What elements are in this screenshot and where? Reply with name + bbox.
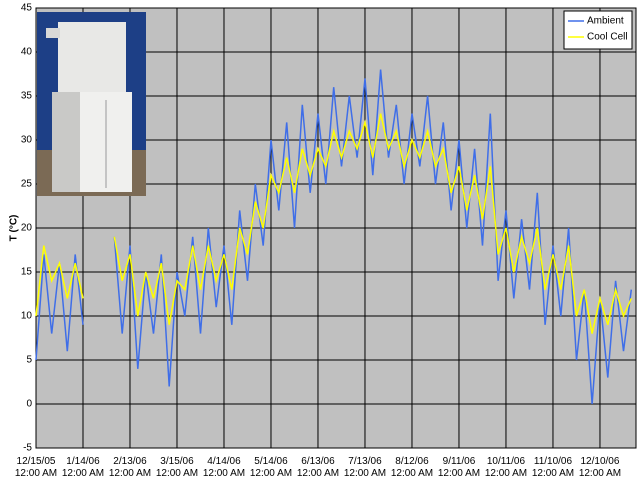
y-axis-label: T (°C): [9, 215, 20, 242]
x-tick-label: 9/11/06 12:00 AM: [434, 456, 484, 480]
x-tick-label: 4/14/06 12:00 AM: [199, 456, 249, 480]
x-tick-label: 11/10/06 12:00 AM: [528, 456, 578, 480]
y-tick-label: 35: [21, 91, 33, 102]
x-tick-label: 5/14/06 12:00 AM: [246, 456, 296, 480]
x-tick-label: 8/12/06 12:00 AM: [387, 456, 437, 480]
y-tick-label: 30: [21, 135, 33, 146]
y-tick-label: 40: [21, 47, 33, 58]
x-tick-label: 12/15/05 12:00 AM: [11, 456, 61, 480]
y-tick-label: 5: [26, 355, 32, 366]
x-tick-label: 10/11/06 12:00 AM: [481, 456, 531, 480]
x-tick-label: 12/10/06 12:00 AM: [575, 456, 625, 480]
x-tick-label: 3/15/06 12:00 AM: [152, 456, 202, 480]
inset-photo: [37, 12, 146, 196]
legend: Ambient Cool Cell: [564, 11, 632, 49]
legend-label: Ambient: [587, 16, 624, 27]
y-tick-label: 25: [21, 179, 33, 190]
x-tick-label: 1/14/06 12:00 AM: [58, 456, 108, 480]
legend-label: Cool Cell: [587, 32, 628, 43]
y-tick-label: 45: [21, 3, 33, 14]
x-tick-label: 7/13/06 12:00 AM: [340, 456, 390, 480]
x-tick-label: 2/13/06 12:00 AM: [105, 456, 155, 480]
x-tick-label: 6/13/06 12:00 AM: [293, 456, 343, 480]
y-tick-label: 20: [21, 223, 33, 234]
y-tick-label: 15: [21, 267, 33, 278]
y-tick-label: -5: [23, 443, 32, 454]
chart: T (°C) -5 0 5 10 15 20 25 30 35 40 45 Ambient Cool C…: [0, 0, 637, 486]
y-tick-label: 10: [21, 311, 33, 322]
y-tick-label: 0: [26, 399, 32, 410]
chart-page: T (°C) -5 0 5 10 15 20 25 30 35 40 45 Ambient Cool C…: [0, 0, 637, 486]
